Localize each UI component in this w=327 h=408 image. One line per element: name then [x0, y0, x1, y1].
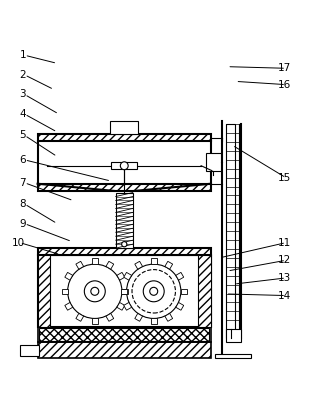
Text: 14: 14 [278, 290, 291, 301]
Bar [38, 327, 211, 342]
Polygon shape [117, 273, 125, 280]
Polygon shape [65, 273, 73, 280]
Bar [215, 354, 251, 358]
Polygon shape [176, 302, 184, 310]
Circle shape [150, 287, 158, 295]
Text: 8: 8 [20, 199, 26, 209]
Bar [38, 342, 211, 358]
Bar [111, 162, 137, 169]
Bar [198, 255, 211, 327]
Text: 6: 6 [20, 155, 26, 165]
Polygon shape [106, 261, 114, 269]
Text: 1: 1 [20, 50, 26, 60]
Polygon shape [106, 313, 114, 322]
Bar [111, 121, 138, 134]
Text: 11: 11 [278, 237, 291, 248]
Text: 10: 10 [11, 237, 25, 248]
Text: 3: 3 [20, 89, 26, 100]
Bar [20, 345, 39, 356]
Bar [226, 329, 241, 342]
Bar [38, 134, 211, 141]
Polygon shape [124, 302, 131, 310]
Text: 2: 2 [20, 70, 26, 80]
Polygon shape [76, 313, 84, 322]
Text: 17: 17 [278, 63, 291, 73]
Text: 15: 15 [278, 173, 291, 183]
Text: 16: 16 [278, 80, 291, 90]
Bar [38, 184, 211, 191]
Bar [38, 255, 211, 327]
Circle shape [127, 264, 181, 319]
Polygon shape [181, 288, 187, 294]
Bar [39, 328, 209, 341]
Polygon shape [135, 261, 143, 269]
Bar [226, 124, 235, 338]
Bar [38, 248, 211, 255]
Polygon shape [62, 288, 68, 294]
Polygon shape [92, 258, 97, 264]
Polygon shape [76, 261, 84, 269]
Polygon shape [117, 302, 125, 310]
Polygon shape [122, 288, 128, 294]
Polygon shape [124, 273, 131, 280]
Circle shape [91, 287, 99, 295]
Text: 9: 9 [20, 219, 26, 228]
Polygon shape [165, 313, 173, 322]
Polygon shape [92, 319, 97, 324]
Text: 5: 5 [20, 130, 26, 140]
Text: 4: 4 [20, 109, 26, 119]
Circle shape [68, 264, 122, 319]
Text: 13: 13 [278, 273, 291, 283]
Polygon shape [165, 261, 173, 269]
Bar [116, 193, 133, 248]
Bar [206, 153, 221, 171]
Polygon shape [151, 258, 157, 264]
Polygon shape [151, 319, 157, 324]
Polygon shape [135, 313, 143, 322]
Circle shape [143, 281, 164, 302]
Text: 12: 12 [278, 255, 291, 265]
Text: 7: 7 [20, 178, 26, 188]
Polygon shape [121, 288, 127, 294]
Bar [38, 255, 50, 327]
Polygon shape [176, 273, 184, 280]
Circle shape [120, 162, 128, 170]
Circle shape [122, 242, 127, 247]
Polygon shape [65, 302, 73, 310]
Circle shape [84, 281, 105, 302]
